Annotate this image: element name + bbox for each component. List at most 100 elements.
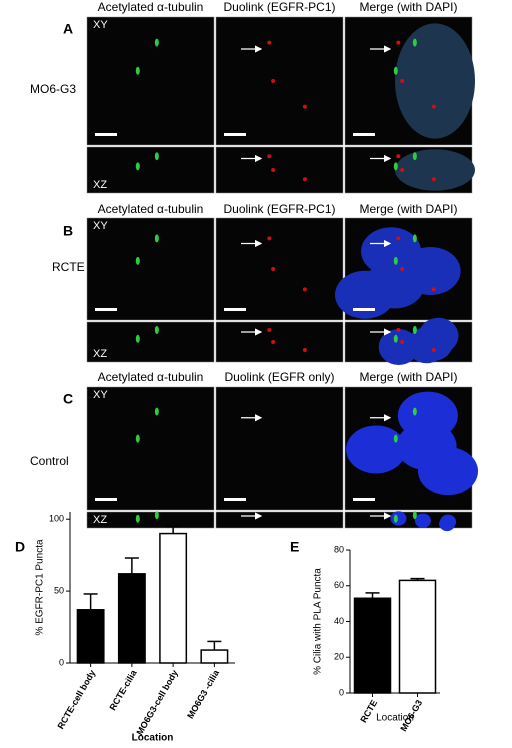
bar	[353, 597, 392, 694]
bar	[200, 649, 229, 664]
puncta	[396, 154, 401, 159]
y-tick-label: 0	[339, 687, 344, 697]
cilium	[154, 152, 159, 161]
row-label: MO6-G3	[30, 82, 76, 96]
column-header: Acetylated α-tubulin	[98, 370, 204, 384]
cilium	[412, 511, 417, 520]
row-label: Control	[30, 454, 69, 468]
x-tick-label: MO6G3 -cilia	[185, 667, 221, 720]
cilium	[154, 326, 159, 334]
column-header: Acetylated α-tubulin	[98, 0, 204, 14]
cilium	[135, 66, 140, 75]
cilium	[412, 38, 417, 47]
x-axis-label: Location	[132, 733, 174, 744]
panel-label: D	[15, 539, 25, 555]
puncta	[267, 328, 272, 332]
cilium	[393, 334, 398, 343]
scale-bar	[224, 308, 246, 311]
puncta	[302, 348, 307, 352]
column-header: Merge (with DAPI)	[359, 202, 457, 216]
micrograph	[215, 321, 344, 363]
puncta	[267, 236, 272, 241]
x-tick-label: MO6G3-cell body	[134, 668, 179, 737]
micrograph	[86, 217, 215, 321]
puncta	[271, 79, 276, 83]
scale-bar	[95, 133, 117, 136]
puncta	[400, 168, 405, 172]
bar	[159, 532, 188, 664]
scale-bar	[95, 308, 117, 311]
view-label: XZ	[93, 179, 107, 191]
scale-bar	[353, 498, 375, 501]
micrograph	[86, 386, 215, 511]
y-axis-label: % Cilia with PLA Puncta	[313, 568, 324, 675]
puncta	[431, 287, 436, 292]
nucleus	[414, 513, 431, 528]
view-label: XY	[93, 220, 108, 232]
puncta	[400, 79, 405, 83]
nucleus	[418, 447, 479, 496]
cilium	[412, 407, 417, 416]
scale-bar	[224, 498, 246, 501]
micrograph	[86, 16, 215, 146]
bar	[117, 573, 146, 664]
bar	[76, 609, 105, 664]
micrograph	[86, 146, 215, 194]
scale-bar	[353, 308, 375, 311]
puncta	[396, 236, 401, 241]
nucleus	[378, 328, 419, 365]
panel-label: C	[63, 391, 73, 407]
nucleus	[395, 23, 475, 139]
puncta	[396, 40, 401, 45]
scale-bar	[224, 133, 246, 136]
nucleus	[364, 260, 425, 309]
view-label: XY	[93, 19, 108, 31]
puncta	[431, 348, 436, 352]
puncta	[400, 340, 405, 344]
column-header: Duolink (EGFR only)	[224, 370, 334, 384]
y-axis-label: % EGFR-PC1 Puncta	[35, 539, 46, 636]
cilium	[412, 326, 417, 334]
cilium	[393, 514, 398, 523]
puncta	[302, 177, 307, 182]
puncta	[400, 267, 405, 271]
micrograph	[215, 511, 344, 529]
micrograph	[86, 511, 215, 529]
y-tick-label: 40	[334, 616, 344, 626]
nucleus	[439, 516, 456, 532]
panel-label: A	[63, 21, 73, 37]
column-header: Acetylated α-tubulin	[98, 202, 204, 216]
cilium	[154, 511, 159, 520]
cilium	[135, 334, 140, 343]
puncta	[271, 168, 276, 172]
column-header: Duolink (EGFR-PC1)	[223, 0, 335, 14]
nucleus	[395, 149, 475, 191]
cilium	[154, 38, 159, 47]
cilium	[393, 256, 398, 265]
panel-label: B	[63, 223, 73, 239]
nucleus	[346, 425, 407, 474]
puncta	[267, 154, 272, 159]
puncta	[431, 104, 436, 109]
puncta	[271, 267, 276, 271]
panel-label: E	[290, 539, 299, 555]
column-header: Duolink (EGFR-PC1)	[223, 202, 335, 216]
micrograph	[215, 386, 344, 511]
cilium	[135, 434, 140, 443]
micrograph	[215, 16, 344, 146]
row-label: RCTE	[52, 260, 85, 274]
y-tick-label: 80	[334, 544, 344, 554]
cilium	[154, 407, 159, 416]
cilium	[135, 514, 140, 523]
puncta	[302, 104, 307, 109]
puncta	[302, 287, 307, 292]
column-header: Merge (with DAPI)	[359, 0, 457, 14]
micrograph	[215, 146, 344, 194]
cilium	[393, 66, 398, 75]
cilium	[135, 256, 140, 265]
y-tick-label: 60	[334, 580, 344, 590]
scale-bar	[353, 133, 375, 136]
view-label: XY	[93, 389, 108, 401]
y-tick-label: 20	[334, 652, 344, 662]
